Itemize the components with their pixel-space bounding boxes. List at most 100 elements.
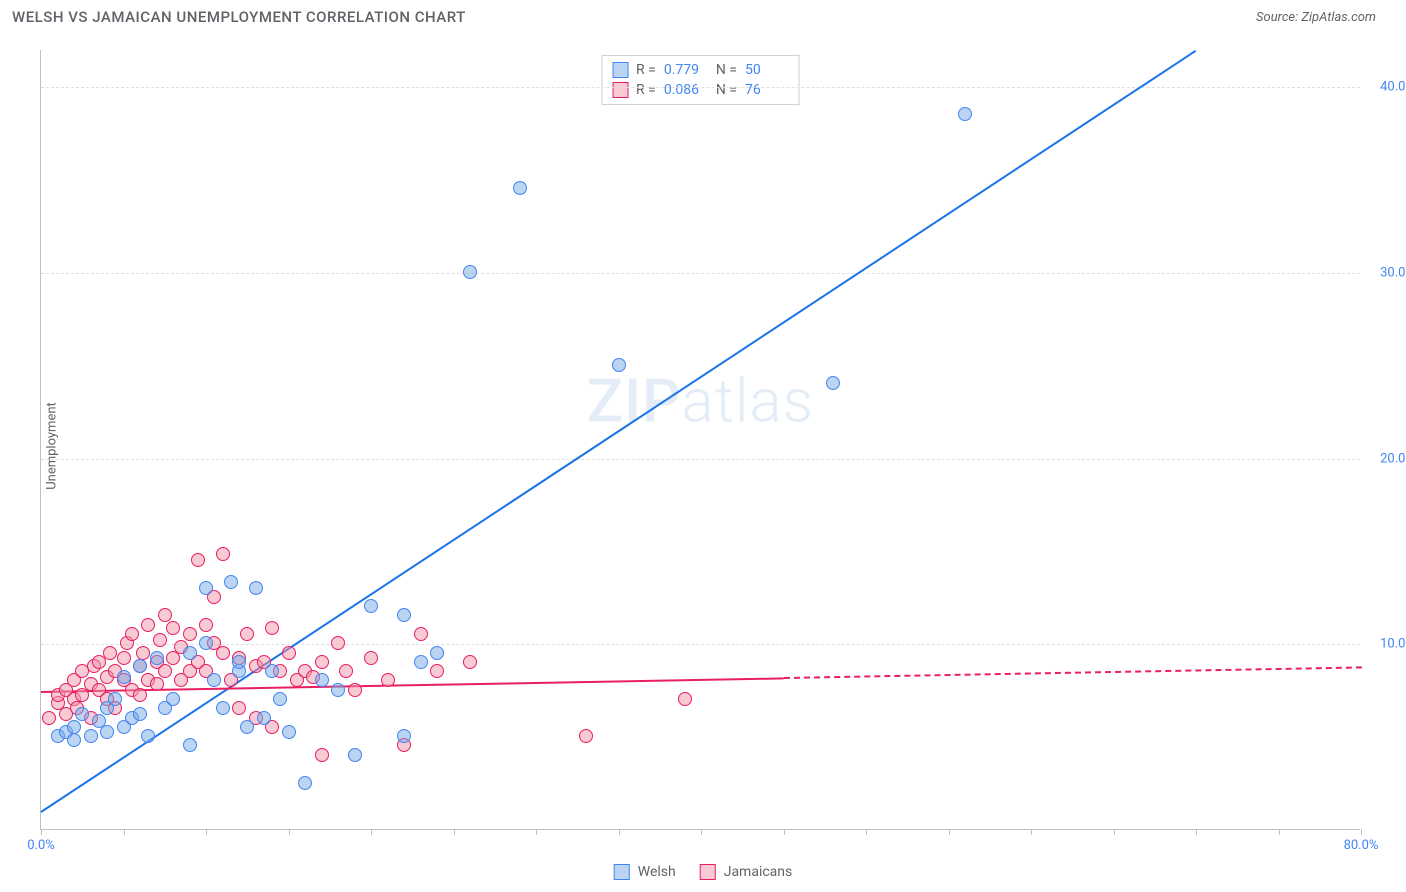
welsh-point: [232, 655, 246, 669]
jamaicans-point: [240, 627, 254, 641]
trend-line: [783, 667, 1361, 680]
jamaicans-point: [282, 646, 296, 660]
welsh-point: [199, 636, 213, 650]
jamaicans-point: [153, 633, 167, 647]
jamaicans-point: [232, 701, 246, 715]
x-tick: [784, 829, 785, 835]
welsh-point: [513, 181, 527, 195]
welsh-point: [364, 599, 378, 613]
n-label: N =: [716, 82, 737, 98]
welsh-point: [67, 720, 81, 734]
jamaicans-point: [141, 618, 155, 632]
welsh-point: [240, 720, 254, 734]
gridline: [41, 459, 1360, 460]
x-tick: [41, 829, 42, 835]
jamaicans-point: [579, 729, 593, 743]
jamaicans-swatch-icon: [612, 82, 628, 98]
jamaicans-point: [463, 655, 477, 669]
jamaicans-point: [150, 677, 164, 691]
jamaicans-n-value: 76: [745, 82, 789, 98]
x-tick: [454, 829, 455, 835]
welsh-point: [315, 673, 329, 687]
jamaicans-point: [166, 621, 180, 635]
x-tick: [1196, 829, 1197, 835]
x-tick: [1361, 829, 1362, 835]
jamaicans-point: [117, 651, 131, 665]
welsh-point: [133, 659, 147, 673]
jamaicans-point: [265, 621, 279, 635]
jamaicans-point: [315, 655, 329, 669]
welsh-point: [298, 776, 312, 790]
welsh-point: [108, 692, 122, 706]
welsh-point: [397, 729, 411, 743]
jamaicans-legend-swatch-icon: [700, 864, 716, 880]
x-tick: [124, 829, 125, 835]
welsh-n-value: 50: [745, 62, 789, 78]
y-tick-label: 40.0%: [1380, 80, 1406, 95]
jamaicans-point: [216, 646, 230, 660]
welsh-point: [414, 655, 428, 669]
jamaicans-point: [125, 627, 139, 641]
welsh-point: [166, 692, 180, 706]
jamaicans-point: [381, 673, 395, 687]
welsh-point: [216, 701, 230, 715]
y-tick-label: 10.0%: [1380, 637, 1406, 652]
jamaicans-point: [315, 748, 329, 762]
n-label: N =: [716, 62, 737, 78]
welsh-point: [84, 729, 98, 743]
welsh-point: [75, 707, 89, 721]
x-tick: [536, 829, 537, 835]
welsh-point: [199, 581, 213, 595]
jamaicans-point: [158, 608, 172, 622]
welsh-swatch-icon: [612, 62, 628, 78]
welsh-point: [257, 711, 271, 725]
jamaicans-point: [103, 646, 117, 660]
welsh-point: [117, 670, 131, 684]
welsh-point: [67, 733, 81, 747]
welsh-point: [430, 646, 444, 660]
jamaicans-point: [42, 711, 56, 725]
x-tick: [1031, 829, 1032, 835]
gridline: [41, 87, 1360, 88]
source-label: Source: ZipAtlas.com: [1256, 10, 1376, 25]
trend-line: [40, 50, 1196, 813]
jamaicans-legend-label: Jamaicans: [724, 864, 793, 880]
x-tick: [701, 829, 702, 835]
x-tick: [371, 829, 372, 835]
jamaicans-point: [414, 627, 428, 641]
x-tick: [289, 829, 290, 835]
x-tick: [1279, 829, 1280, 835]
welsh-point: [133, 707, 147, 721]
welsh-point: [397, 608, 411, 622]
welsh-point: [100, 725, 114, 739]
welsh-point: [183, 738, 197, 752]
welsh-point: [265, 664, 279, 678]
series-legend: Welsh Jamaicans: [614, 864, 793, 880]
jamaicans-point: [133, 688, 147, 702]
jamaicans-point: [158, 664, 172, 678]
welsh-point: [958, 107, 972, 121]
jamaicans-point: [136, 646, 150, 660]
jamaicans-point: [92, 655, 106, 669]
gridline: [41, 644, 1360, 645]
welsh-point: [207, 673, 221, 687]
x-tick-label: 80.0%: [1344, 838, 1379, 853]
chart-title: WELSH VS JAMAICAN UNEMPLOYMENT CORRELATI…: [12, 8, 466, 26]
welsh-point: [183, 646, 197, 660]
jamaicans-r-value: 0.086: [664, 82, 708, 98]
x-tick: [206, 829, 207, 835]
welsh-point: [826, 376, 840, 390]
welsh-point: [331, 683, 345, 697]
gridline: [41, 273, 1360, 274]
scatter-chart: ZIPatlas R = 0.779 N = 50 R = 0.086 N = …: [40, 50, 1360, 830]
jamaicans-point: [199, 618, 213, 632]
jamaicans-point: [191, 553, 205, 567]
y-tick-label: 30.0%: [1380, 265, 1406, 280]
jamaicans-point: [348, 683, 362, 697]
jamaicans-point: [216, 547, 230, 561]
welsh-point: [224, 575, 238, 589]
welsh-point: [612, 358, 626, 372]
jamaicans-point: [183, 627, 197, 641]
x-tick-label: 0.0%: [27, 838, 55, 853]
x-tick: [619, 829, 620, 835]
